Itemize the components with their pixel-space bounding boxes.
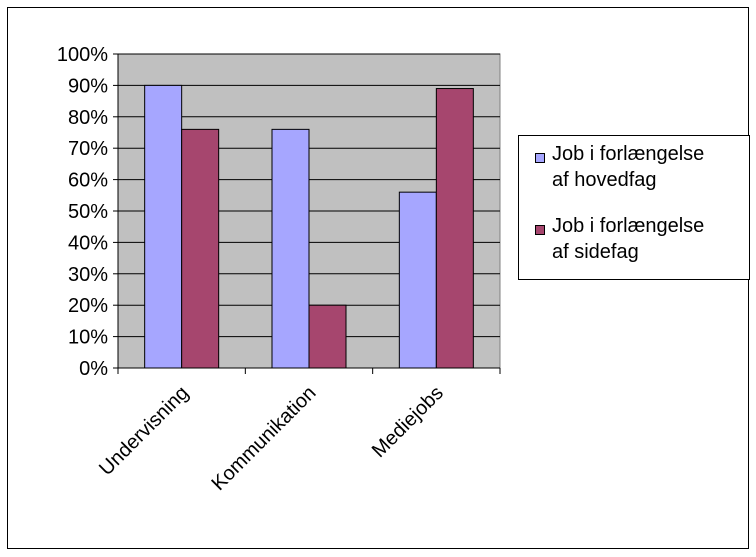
y-tick-label: 60%: [68, 170, 108, 192]
legend-label-hovedfag-line2: af hovedfag: [552, 169, 657, 191]
bar-sidefag: [181, 128, 220, 369]
legend-label-sidefag-line2: af sidefag: [552, 241, 639, 263]
bar-hovedfag: [271, 128, 310, 369]
y-tick-label: 90%: [68, 75, 108, 97]
legend-swatch-hovedfag: [535, 153, 545, 163]
y-tick-label: 50%: [68, 201, 108, 223]
y-tick-label: 10%: [68, 327, 108, 349]
y-tick-label: 100%: [57, 44, 108, 66]
bar-hovedfag: [144, 84, 183, 369]
legend: Job i forlængelse af hovedfag Job i forl…: [518, 135, 750, 280]
legend-label-hovedfag-line1: Job i forlængelse: [552, 143, 705, 165]
legend-item-sidefag: Job i forlængelse af sidefag: [535, 213, 747, 273]
legend-label-sidefag-line1: Job i forlængelse: [552, 215, 705, 237]
bar-sidefag: [308, 304, 347, 369]
bar-sidefag: [435, 88, 474, 369]
legend-label-hovedfag: Job i forlængelse af hovedfag: [552, 141, 752, 193]
x-category-label: Kommunikation: [208, 382, 321, 495]
legend-label-sidefag: Job i forlængelse af sidefag: [552, 213, 752, 265]
legend-item-hovedfag: Job i forlængelse af hovedfag: [535, 141, 747, 201]
x-category-label: Undervisning: [95, 382, 193, 480]
y-tick-label: 80%: [68, 107, 108, 129]
legend-swatch-sidefag: [535, 225, 545, 235]
y-tick-label: 70%: [68, 138, 108, 160]
bar-hovedfag: [398, 191, 437, 369]
y-tick-label: 20%: [68, 295, 108, 317]
y-tick-label: 30%: [68, 264, 108, 286]
x-category-label: Mediejobs: [368, 382, 448, 462]
y-tick-label: 0%: [79, 358, 108, 380]
y-tick-label: 40%: [68, 232, 108, 254]
